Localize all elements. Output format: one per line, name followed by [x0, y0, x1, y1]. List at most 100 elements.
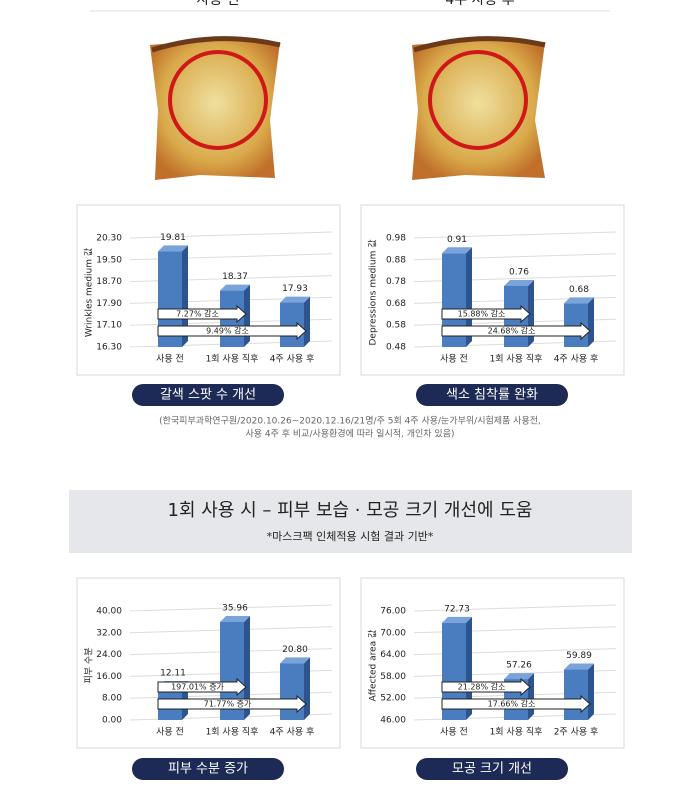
y-tick-label: 76.00 [380, 607, 406, 617]
y-tick-label: 64.00 [380, 650, 406, 660]
x-tick-label: 사용 전 [440, 354, 468, 365]
bar [564, 303, 588, 347]
x-tick-label: 사용 전 [156, 727, 184, 738]
y-tick-label: 0.98 [386, 234, 406, 244]
y-tick-label: 20.30 [96, 234, 122, 244]
bar-side [244, 616, 250, 720]
y-tick-label: 0.48 [386, 343, 406, 353]
bar-top [564, 297, 594, 304]
note: 사용 4주 후 비교/사용환경에 따라 일시적, 개인차 있음) [245, 428, 454, 440]
y-tick-label: 17.10 [96, 321, 122, 331]
y-tick-label: 52.00 [380, 694, 406, 704]
grid-line [129, 604, 333, 612]
arrow [441, 304, 531, 324]
arrow [157, 677, 247, 697]
arrow [441, 694, 591, 714]
value-label: 0.68 [569, 285, 589, 295]
image-label: 4주 사용 후 [445, 0, 514, 8]
badge-text: 갈색 스팟 수 개선 [160, 388, 256, 403]
y-tick-label: 32.00 [96, 628, 122, 638]
badge [416, 758, 568, 780]
x-tick-label: 4주 사용 후 [270, 727, 315, 738]
x-tick-label: 사용 전 [440, 727, 468, 738]
x-tick-label: 1회 사용 직후 [206, 727, 259, 738]
value-label: 0.91 [447, 235, 467, 245]
arrow [157, 694, 307, 714]
bar-side [304, 296, 310, 347]
annotation: 24.68% 감소 [488, 326, 536, 336]
annotation: 17.66% 감소 [488, 699, 536, 709]
bar-top [442, 616, 472, 623]
x-tick-label: 1회 사용 직후 [206, 354, 259, 365]
badge-text: 색소 침착률 완화 [446, 388, 538, 403]
bar [564, 669, 588, 720]
x-tick-label: 4주 사용 후 [270, 354, 315, 365]
annotation: 71.77% 증가 [204, 700, 252, 709]
bar-side [304, 657, 310, 720]
bar-side [528, 673, 534, 720]
bar-top [442, 247, 472, 254]
bar-side [466, 616, 472, 720]
badge [132, 758, 284, 780]
value-label: 17.93 [282, 284, 308, 294]
annotation: 7.27% 감소 [176, 309, 219, 319]
x-tick-label: 1회 사용 직후 [490, 354, 543, 365]
bar-top [504, 279, 534, 286]
badge [132, 384, 284, 406]
bar-side [182, 245, 188, 347]
y-axis-label: Depressions medium 값 [367, 240, 379, 346]
value-label: 35.96 [222, 604, 248, 614]
y-tick-label: 19.50 [96, 255, 122, 265]
annotation: 197.01% 증가 [171, 683, 224, 692]
section-title: 1회 사용 시 – 피부 보습 · 모공 크기 개선에 도움 [168, 500, 533, 521]
annotation: 21.28% 감소 [458, 682, 506, 692]
y-tick-label: 17.90 [96, 299, 122, 309]
arrow [441, 677, 531, 697]
bar-side [588, 297, 594, 347]
value-label: 72.73 [444, 604, 470, 614]
section-banner [69, 490, 632, 553]
bar-top [158, 245, 188, 252]
bar-top [280, 657, 310, 664]
y-tick-label: 70.00 [380, 628, 406, 638]
annotation: 15.88% 감소 [458, 309, 506, 319]
value-label: 57.26 [506, 661, 532, 671]
bar-side [466, 247, 472, 347]
y-tick-label: 0.78 [386, 277, 406, 287]
y-tick-label: 24.00 [96, 650, 122, 660]
y-tick-label: 0.68 [386, 299, 406, 309]
value-label: 0.76 [509, 267, 529, 277]
image-label: 사용 전 [196, 0, 239, 8]
x-tick-label: 사용 전 [156, 354, 184, 365]
y-tick-label: 18.70 [96, 277, 122, 287]
value-label: 59.89 [566, 651, 592, 661]
y-axis-label: 피부 수분 [84, 648, 95, 684]
value-label: 12.11 [160, 669, 186, 679]
grid-line [413, 604, 617, 612]
y-tick-label: 16.30 [96, 343, 122, 353]
bar [280, 302, 304, 347]
y-tick-label: 8.00 [102, 694, 122, 704]
y-tick-label: 16.00 [96, 672, 122, 682]
y-tick-label: 0.88 [386, 255, 406, 265]
skin-image [412, 36, 546, 180]
y-axis-label: Affected area 값 [367, 630, 379, 702]
arrow [157, 304, 247, 324]
grid-line [413, 231, 617, 239]
annotation: 9.49% 감소 [206, 326, 249, 336]
x-tick-label: 4주 사용 후 [554, 354, 599, 365]
bar-top [280, 296, 310, 303]
y-axis-label: Wrinkles medium 값 [83, 248, 95, 337]
bar-top [504, 673, 534, 680]
x-tick-label: 2주 사용 후 [554, 727, 599, 738]
bar-side [588, 663, 594, 720]
section-subtitle: *마스크팩 인체적용 시험 결과 기반* [267, 530, 434, 543]
bar-side [244, 284, 250, 347]
grid-line [129, 231, 333, 239]
badge-text: 모공 크기 개선 [452, 762, 532, 777]
y-tick-label: 0.58 [386, 321, 406, 331]
skin-image [150, 36, 281, 180]
bar-top [220, 616, 250, 623]
